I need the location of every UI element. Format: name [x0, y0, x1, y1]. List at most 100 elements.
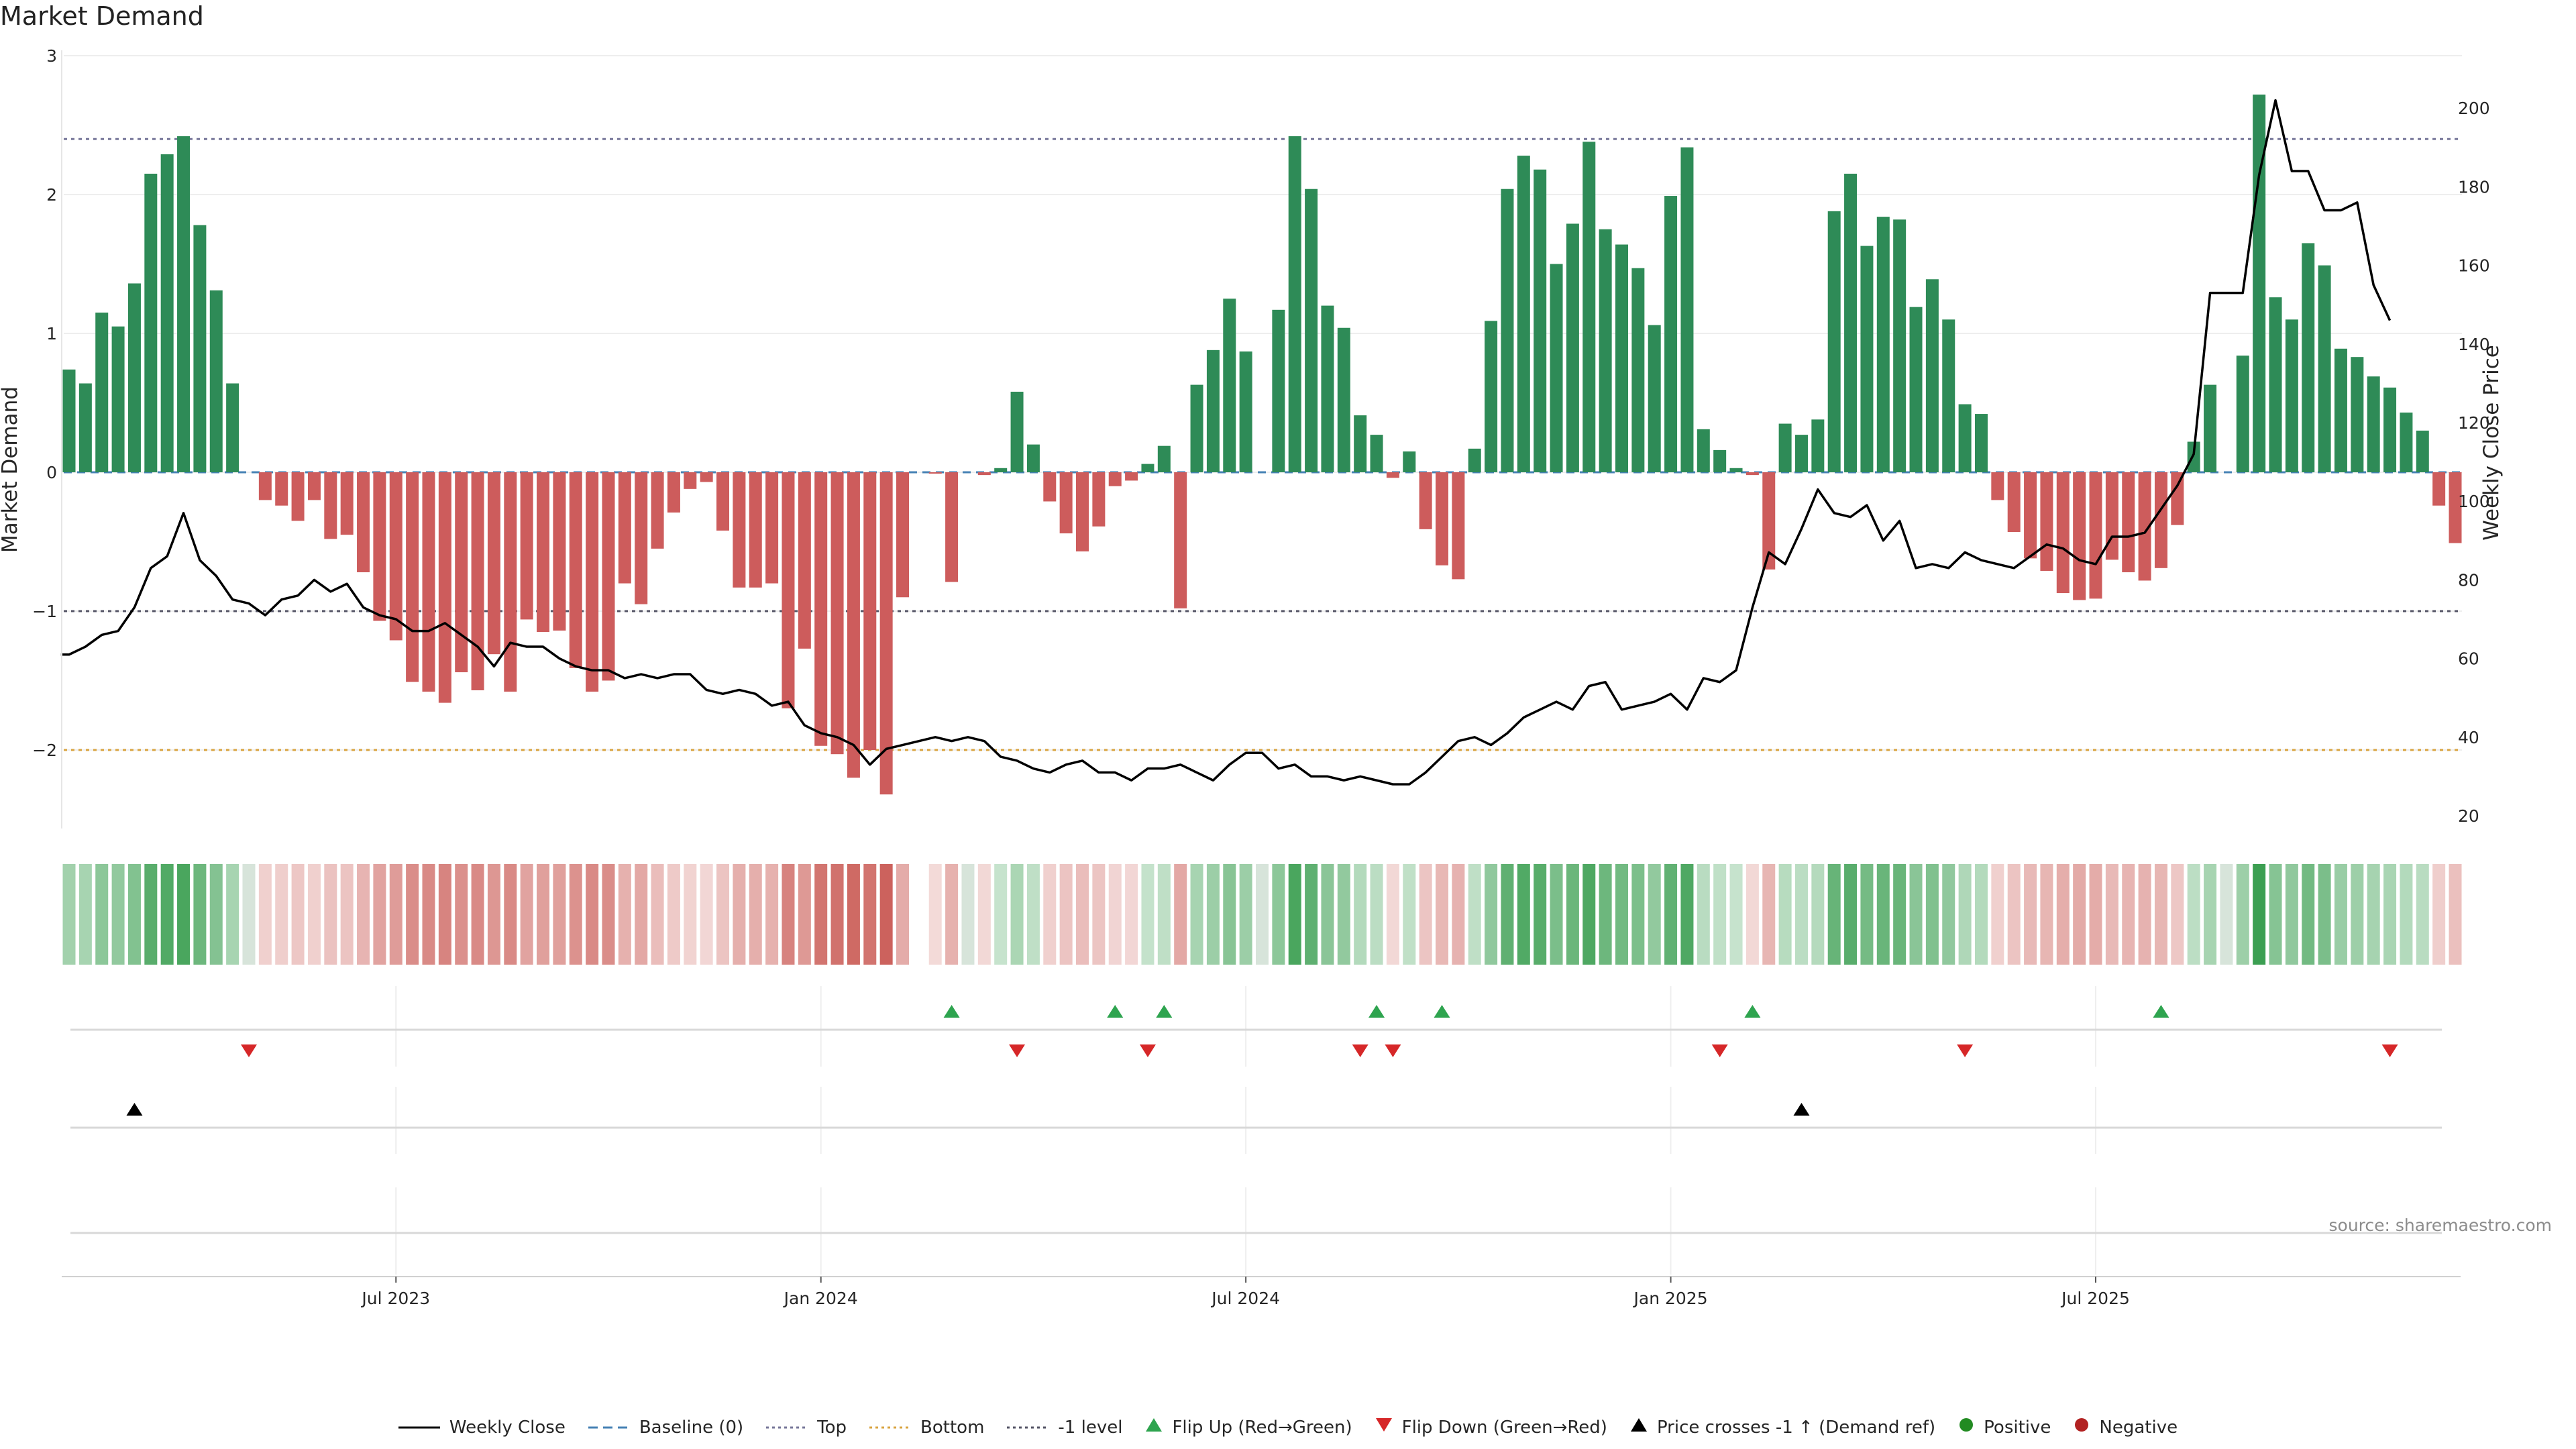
flip-up-marker: [1434, 1005, 1450, 1018]
demand-bar: [520, 472, 533, 620]
heat-cell: [1697, 864, 1710, 965]
heat-cell: [193, 864, 207, 965]
heat-cell: [994, 864, 1008, 965]
demand-bar: [2400, 412, 2413, 472]
heat-cell: [1746, 864, 1759, 965]
x-tick-label: Jan 2024: [783, 1289, 858, 1308]
x-tick-label: Jan 2025: [1633, 1289, 1708, 1308]
demand-bar: [1762, 472, 1776, 570]
legend-item-cross[interactable]: Price crosses -1 ↑ (Demand ref): [1630, 1417, 1935, 1438]
legend-item-top[interactable]: Top: [766, 1417, 847, 1438]
flip-up-marker: [1368, 1005, 1385, 1018]
legend-item-baseline[interactable]: Baseline (0): [588, 1417, 743, 1438]
demand-bar: [226, 383, 239, 472]
heat-cell: [1680, 864, 1694, 965]
demand-bar: [1794, 435, 1808, 472]
heat-cell: [504, 864, 517, 965]
heat-cell: [716, 864, 730, 965]
heat-cell: [2187, 864, 2200, 965]
demand-bar: [1778, 423, 1792, 472]
heat-cell: [798, 864, 811, 965]
triangle-up-icon: [1630, 1417, 1648, 1438]
demand-bar: [111, 326, 125, 472]
legend-item-flip-down[interactable]: Flip Down (Green→Red): [1375, 1417, 1607, 1438]
legend-item-flip-up[interactable]: Flip Up (Red→Green): [1145, 1417, 1352, 1438]
heat-cell: [1566, 864, 1579, 965]
heat-cell: [1010, 864, 1024, 965]
demand-bar: [258, 472, 272, 500]
legend-item-minus-one[interactable]: -1 level: [1007, 1417, 1122, 1438]
x-tick-label: Jul 2025: [2060, 1289, 2130, 1308]
heat-cell: [2302, 864, 2315, 965]
heat-cell: [1925, 864, 1939, 965]
demand-bar: [1305, 189, 1318, 472]
legend-item-negative[interactable]: Negative: [2074, 1417, 2178, 1438]
heat-cell: [1942, 864, 1955, 965]
demand-bar: [487, 472, 500, 655]
heat-cell: [177, 864, 191, 965]
demand-bar: [1811, 419, 1825, 472]
demand-bar: [1435, 472, 1448, 566]
demand-bar: [2253, 94, 2266, 472]
legend-label: Baseline (0): [639, 1417, 744, 1438]
heat-cell: [1550, 864, 1563, 965]
demand-bar: [2089, 472, 2102, 599]
flip-down-marker: [1352, 1044, 1368, 1057]
heat-cell: [2154, 864, 2167, 965]
demand-bar: [798, 472, 811, 649]
demand-bar: [1991, 472, 2004, 500]
demand-bar: [1337, 327, 1350, 472]
heat-cell: [1092, 864, 1106, 965]
heat-cell: [1974, 864, 1988, 965]
demand-bar: [814, 472, 828, 746]
demand-bar: [667, 472, 680, 513]
demand-bar: [2105, 472, 2118, 560]
heat-cell: [2024, 864, 2037, 965]
legend-item-positive[interactable]: Positive: [1958, 1417, 2051, 1438]
y2-axis-label: Weekly Close Price: [2479, 345, 2504, 541]
heat-cell: [1321, 864, 1334, 965]
flip-down-marker: [2381, 1044, 2398, 1057]
demand-bar: [945, 472, 959, 582]
demand-bar: [1076, 472, 1089, 551]
demand-bar: [1370, 435, 1383, 472]
demand-bar: [1599, 229, 1612, 472]
demand-bar: [2024, 472, 2037, 559]
heat-cell: [144, 864, 158, 965]
heat-cell: [2040, 864, 2053, 965]
legend-item-weekly-close[interactable]: Weekly Close: [398, 1417, 566, 1438]
heat-cell: [618, 864, 631, 965]
demand-bar: [863, 472, 877, 750]
demand-bar: [471, 472, 484, 690]
heat-cell: [765, 864, 779, 965]
heat-cell: [1272, 864, 1285, 965]
dotted-line-icon: [1007, 1419, 1049, 1436]
heat-cell: [945, 864, 959, 965]
demand-bar: [389, 472, 402, 641]
flip-down-marker: [1957, 1044, 1974, 1057]
demand-bar: [1827, 211, 1841, 472]
heat-cell: [2105, 864, 2118, 965]
heat-cell: [357, 864, 370, 965]
demand-bar: [373, 472, 386, 621]
legend-label: Positive: [1984, 1417, 2051, 1438]
demand-bar: [1942, 319, 1955, 472]
source-note: source: sharemaestro.com: [2328, 1216, 2553, 1235]
demand-bar: [1386, 472, 1399, 478]
demand-bar: [1697, 429, 1710, 472]
demand-bar: [2007, 472, 2021, 533]
demand-bar: [1059, 472, 1073, 534]
heat-cell: [1501, 864, 1514, 965]
triangle-down-icon: [1375, 1417, 1393, 1438]
heat-cell: [1648, 864, 1661, 965]
heat-cell: [1762, 864, 1776, 965]
heat-cell: [1876, 864, 1890, 965]
legend-item-bottom[interactable]: Bottom: [869, 1417, 984, 1438]
weekly-close-line: [60, 99, 2392, 786]
heat-cell: [438, 864, 451, 965]
heat-cell: [961, 864, 975, 965]
heat-cell: [1517, 864, 1530, 965]
heat-cell: [2122, 864, 2135, 965]
heat-cell: [62, 864, 76, 965]
demand-bar: [2416, 430, 2429, 472]
